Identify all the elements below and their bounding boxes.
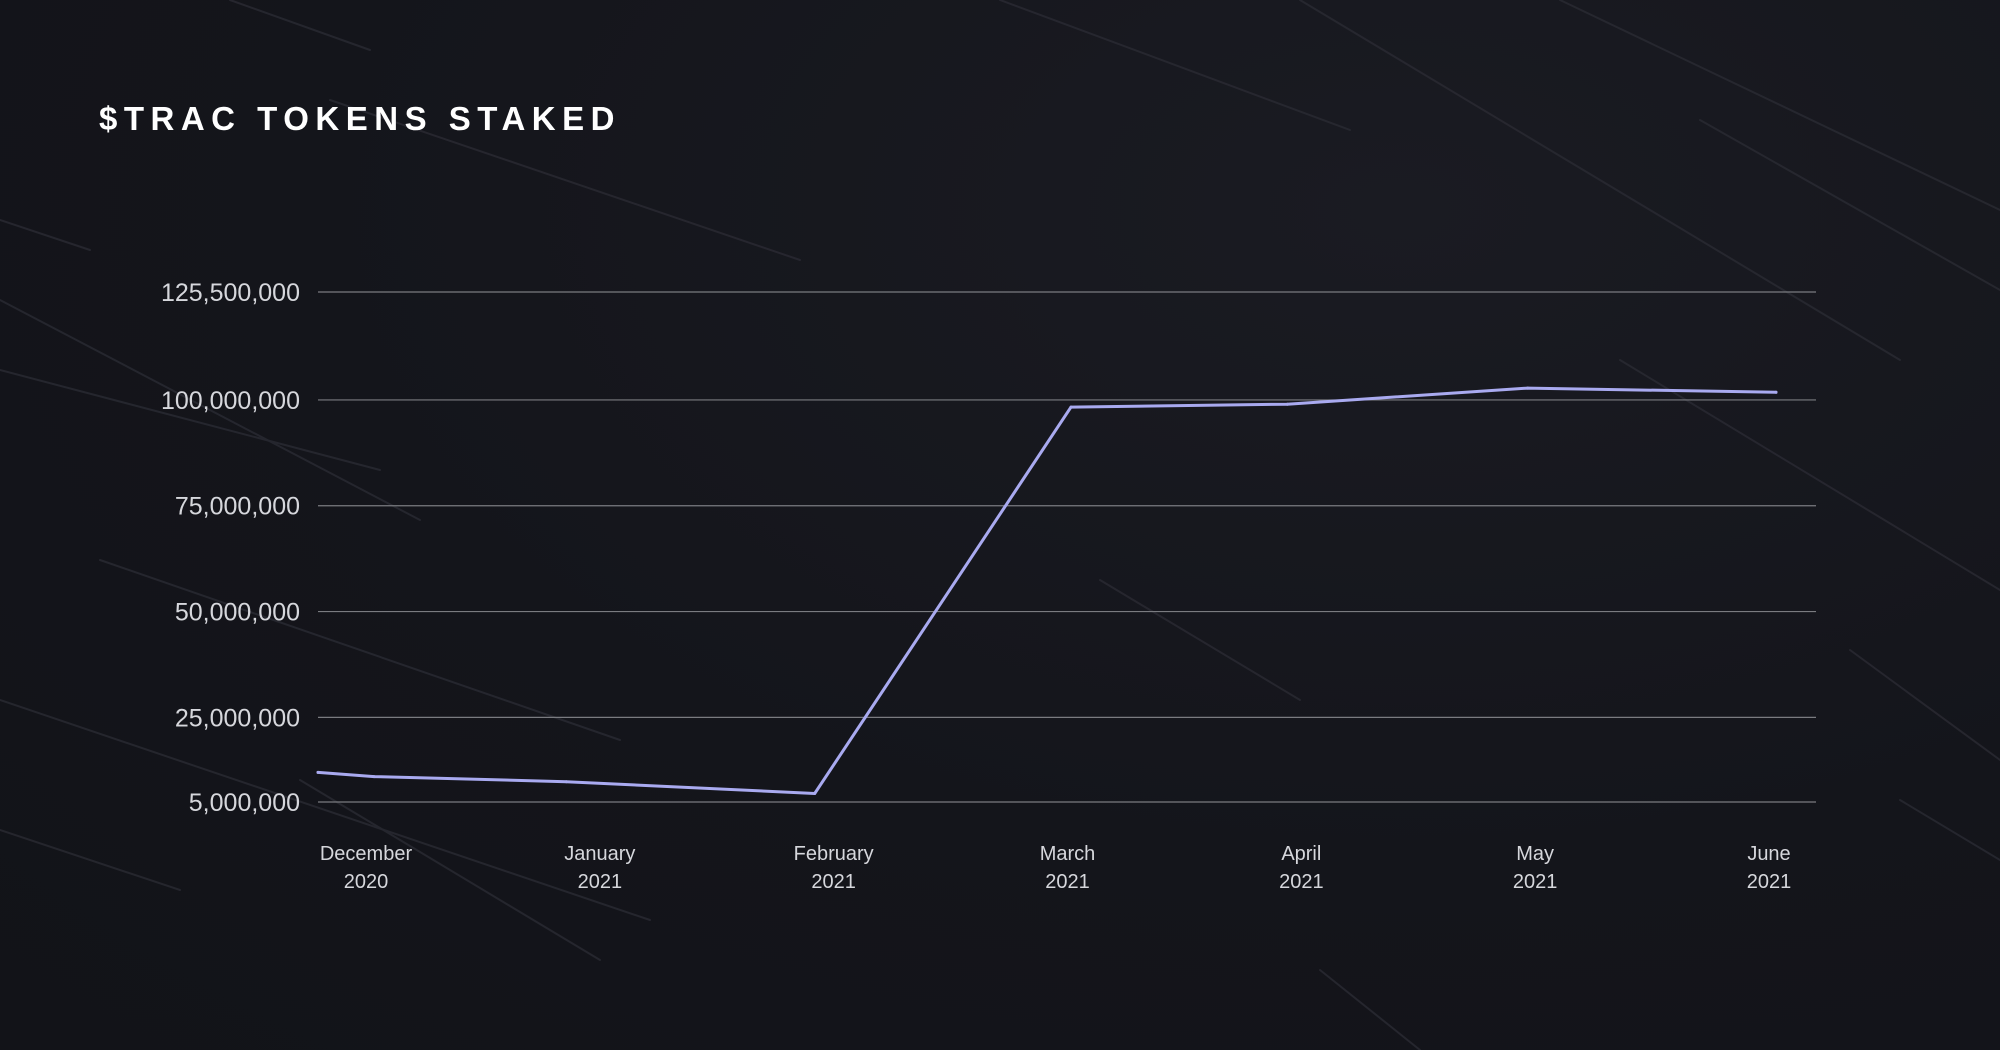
y-tick-label: 25,000,000 <box>175 704 300 732</box>
y-tick-label: 75,000,000 <box>175 493 300 521</box>
y-tick-label: 100,000,000 <box>161 387 300 415</box>
x-tick-month-label: December <box>320 843 413 865</box>
y-axis-ticks: 5,000,000 25,000,000 50,000,000 75,000,000 1… <box>161 279 300 817</box>
x-tick-month-label: March <box>1040 843 1096 865</box>
data-point <box>1285 402 1289 406</box>
x-axis-ticks: December 2020 January 2021 February 2021 March… <box>320 843 1791 893</box>
y-tick-label: 5,000,000 <box>189 789 300 817</box>
x-tick-month-label: May <box>1516 843 1554 865</box>
data-point <box>316 770 320 774</box>
x-tick-year-label: 2021 <box>578 871 623 893</box>
x-tick-month-label: June <box>1747 843 1790 865</box>
x-tick-year-label: 2021 <box>1747 871 1792 893</box>
data-point <box>372 775 376 779</box>
x-tick-year-label: 2021 <box>1045 871 1090 893</box>
data-point <box>1774 390 1778 394</box>
data-point <box>1069 405 1073 409</box>
chart-title: $TRAC TOKENS STAKED <box>99 100 621 137</box>
x-tick-year-label: 2021 <box>811 871 856 893</box>
x-tick-year-label: 2021 <box>1513 871 1558 893</box>
x-tick-month-label: April <box>1281 843 1321 865</box>
series-group <box>316 386 1778 795</box>
x-tick-month-label: January <box>564 843 635 865</box>
data-point <box>1526 386 1530 390</box>
data-point <box>564 780 568 784</box>
y-tick-label: 50,000,000 <box>175 599 300 627</box>
x-tick-month-label: February <box>794 843 874 865</box>
data-point <box>813 792 817 795</box>
gridlines <box>318 291 1816 803</box>
x-tick-year-label: 2020 <box>344 871 389 893</box>
x-tick-year-label: 2021 <box>1279 871 1324 893</box>
series-line <box>316 386 1778 795</box>
y-tick-label: 125,500,000 <box>161 279 300 307</box>
